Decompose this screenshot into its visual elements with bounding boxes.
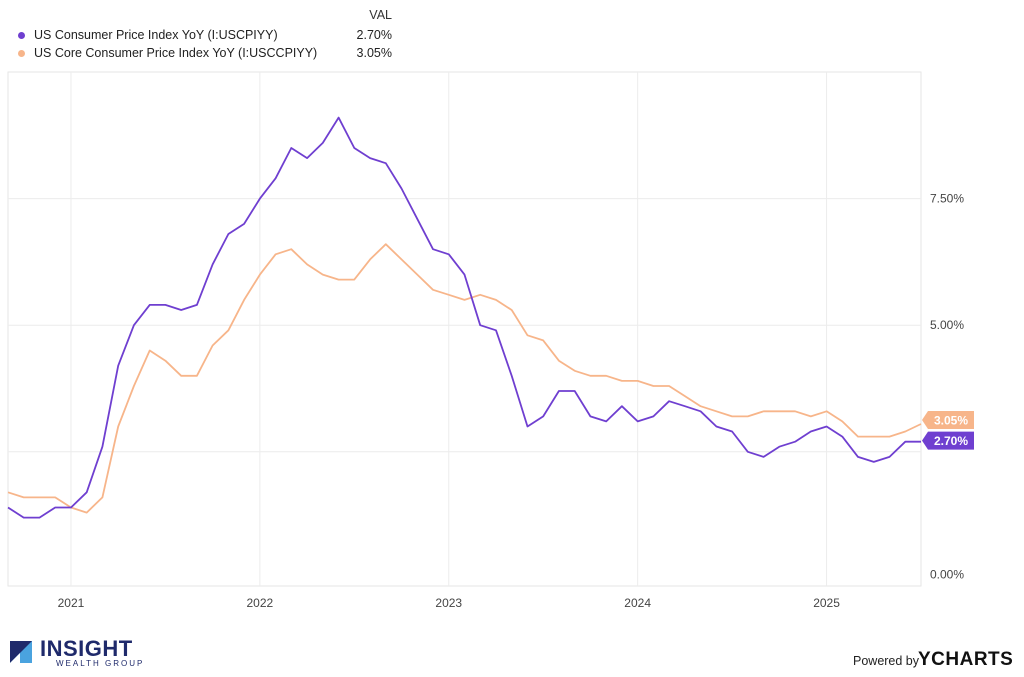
legend-item-core-cpi[interactable]: US Core Consumer Price Index YoY (I:USCC… (16, 44, 396, 62)
brand-word: INSIGHT (40, 636, 133, 661)
x-tick-label: 2023 (435, 596, 462, 610)
x-tick-label: 2025 (813, 596, 840, 610)
legend-item-value: 3.05% (356, 46, 392, 60)
end-label-badge (922, 431, 974, 450)
end-label-text: 2.70% (934, 434, 968, 448)
legend-dot-icon (18, 32, 25, 39)
legend-item-name: US Core Consumer Price Index YoY (I:USCC… (34, 46, 318, 60)
end-label-badge (922, 410, 974, 429)
legend-item-name: US Consumer Price Index YoY (I:USCPIYY) (34, 28, 278, 42)
powered-by-text: Powered by (853, 654, 920, 668)
legend-header: VAL (369, 8, 392, 22)
legend-dot-icon (18, 50, 25, 57)
y-tick-label: 5.00% (930, 318, 964, 332)
y-tick-label: 7.50% (930, 192, 964, 206)
y-tick-label: 0.00% (930, 567, 964, 581)
x-tick-label: 2024 (624, 596, 651, 610)
insight-mark-icon (10, 641, 32, 663)
x-tick-label: 2022 (247, 596, 274, 610)
series-line-core-cpi (7, 243, 922, 514)
ycharts-logo[interactable]: YCHARTS (918, 649, 1014, 670)
insight-logo: INSIGHT WEALTH GROUP (10, 635, 142, 669)
end-label-text: 3.05% (934, 413, 968, 427)
series-line-cpi (7, 116, 921, 519)
legend-item-value: 2.70% (356, 28, 392, 42)
plot-frame (7, 71, 922, 587)
legend-item-cpi[interactable]: US Consumer Price Index YoY (I:USCPIYY) … (16, 26, 396, 44)
x-tick-label: 2021 (58, 596, 85, 610)
brand-sub: WEALTH GROUP (56, 659, 145, 668)
